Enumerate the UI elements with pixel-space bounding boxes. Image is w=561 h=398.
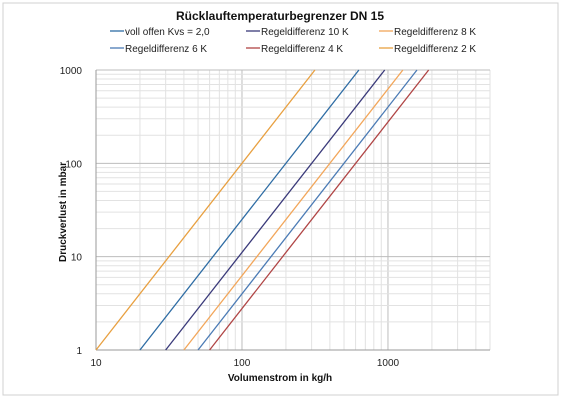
chart-title: Rücklauftemperaturbegrenzer DN 15 — [176, 9, 384, 23]
x-axis-label: Volumenstrom in kg/h — [228, 373, 332, 384]
series-line-3 — [183, 69, 404, 351]
legend-label: Regeldifferenz 10 K — [261, 27, 349, 38]
series-line-1 — [139, 69, 360, 351]
y-tick-label: 1 — [76, 346, 82, 357]
y-axis-label: Druckverlust in mbar — [58, 162, 69, 262]
grid — [95, 69, 491, 351]
y-tick-label: 1000 — [60, 66, 83, 77]
x-tick-label: 100 — [234, 358, 251, 369]
legend-label: Regeldifferenz 2 K — [394, 44, 476, 55]
series-line-2 — [165, 69, 386, 351]
y-tick-label: 10 — [71, 253, 83, 264]
series-layer — [95, 69, 430, 351]
ticks: 10 100 1000 1 10 100 1000 — [60, 66, 400, 369]
series-line-4 — [197, 69, 418, 351]
series-line-5 — [209, 69, 430, 351]
legend-label: voll offen Kvs = 2,0 — [125, 27, 210, 38]
y-tick-label: 100 — [65, 159, 82, 170]
legend-label: Regeldifferenz 6 K — [125, 44, 207, 55]
legend-label: Regeldifferenz 8 K — [394, 27, 476, 38]
legend: voll offen Kvs = 2,0 Regeldifferenz 10 K R… — [110, 27, 476, 55]
x-tick-label: 1000 — [377, 358, 400, 369]
x-tick-label: 10 — [90, 358, 102, 369]
legend-label: Regeldifferenz 4 K — [261, 44, 343, 55]
series-line-6 — [95, 69, 316, 351]
